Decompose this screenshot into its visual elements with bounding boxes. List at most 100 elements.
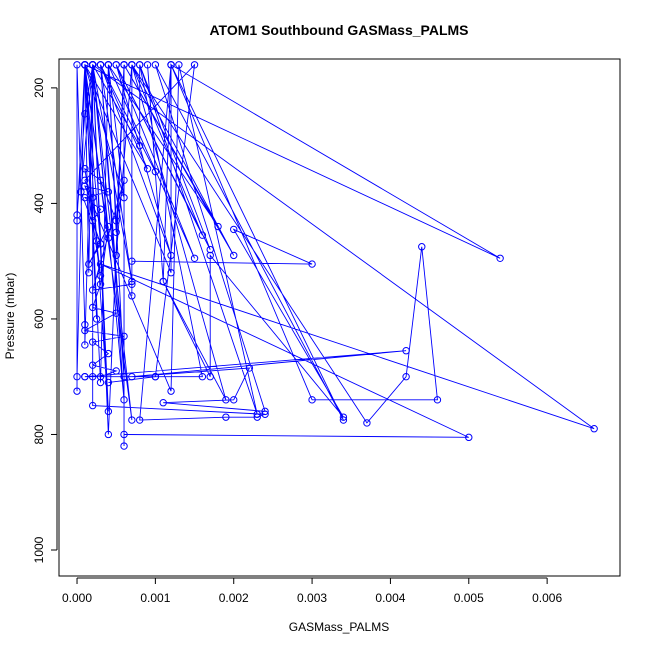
x-axis: 0.000 0.001 0.002 0.003 0.004 0.005 0.006 (62, 577, 562, 605)
data-point (253, 410, 261, 418)
data-point (96, 61, 105, 69)
data-point (81, 176, 89, 185)
data-point (96, 176, 105, 185)
data-point (128, 292, 136, 300)
data-point (128, 61, 136, 69)
data-point (402, 373, 410, 381)
data-point (128, 257, 136, 265)
data-point (88, 217, 97, 225)
data-point (88, 286, 97, 294)
data-point (308, 260, 316, 268)
data-point (230, 396, 238, 404)
data-point (81, 193, 89, 202)
data-point (198, 231, 207, 239)
data-point (261, 407, 269, 416)
data-point (104, 222, 113, 231)
data-point (88, 338, 97, 346)
data-point (167, 387, 175, 395)
data-point (339, 413, 348, 421)
data-point (175, 61, 183, 69)
data-point (120, 193, 128, 202)
data-point (73, 217, 81, 225)
data-point (339, 416, 348, 424)
data-point (222, 413, 230, 421)
data-point (120, 373, 128, 381)
x-tick-label: 0.003 (297, 591, 327, 605)
x-tick-label: 0.001 (140, 591, 170, 605)
data-point (136, 61, 144, 69)
data-point (96, 378, 105, 387)
data-point (120, 176, 128, 185)
data-point (190, 61, 199, 69)
y-axis: 200 400 600 800 1000 (32, 78, 58, 563)
data-point (418, 243, 426, 251)
data-point (206, 245, 214, 254)
data-point (363, 419, 371, 427)
data-point (112, 228, 120, 237)
data-point (104, 188, 113, 196)
series-line (76, 63, 595, 447)
data-point (222, 396, 230, 404)
data-point (96, 260, 105, 268)
data-point (112, 309, 120, 317)
data-point (88, 193, 97, 202)
chart-title: ATOM1 Southbound GASMass_PALMS (209, 22, 468, 38)
data-point (190, 254, 199, 262)
data-point (73, 387, 81, 395)
x-tick-label: 0.006 (532, 591, 562, 605)
y-tick-label: 800 (32, 424, 46, 444)
data-point (151, 373, 160, 381)
data-point (206, 373, 214, 381)
data-point (88, 303, 97, 312)
y-tick-label: 600 (32, 309, 46, 329)
data-point (198, 373, 207, 381)
data-point (167, 251, 175, 260)
y-axis-label: Pressure (mbar) (3, 273, 17, 360)
data-point (206, 251, 214, 260)
data-point (128, 416, 136, 424)
data-point (112, 251, 120, 260)
data-point (73, 373, 81, 381)
data-point (104, 430, 113, 439)
data-point (88, 61, 97, 69)
data-point (104, 61, 113, 69)
data-point (85, 269, 93, 277)
data-point (128, 280, 136, 288)
data-point (81, 326, 89, 335)
data-point (104, 407, 113, 416)
data-point (88, 401, 97, 410)
data-point (104, 349, 113, 358)
data-point (496, 254, 504, 262)
data-point (136, 416, 144, 424)
data-point (159, 399, 167, 407)
data-point (73, 61, 81, 69)
plot-frame (58, 58, 621, 577)
data-point (308, 396, 316, 404)
plot-area (73, 61, 598, 450)
data-point (81, 182, 89, 190)
data-point (104, 378, 113, 387)
data-point (151, 61, 160, 69)
data-point (77, 188, 85, 196)
data-point (112, 61, 120, 69)
data-point (120, 332, 128, 340)
data-point (230, 251, 238, 260)
data-point (253, 413, 261, 421)
data-point (73, 211, 81, 219)
data-point (261, 410, 269, 418)
y-tick-label: 400 (32, 193, 46, 213)
data-point (112, 217, 120, 225)
x-tick-label: 0.000 (62, 591, 92, 605)
data-point (112, 367, 120, 375)
x-tick-label: 0.005 (454, 591, 484, 605)
data-point (214, 222, 222, 231)
data-point (92, 315, 101, 323)
data-point (143, 165, 152, 173)
data-point (167, 269, 175, 277)
data-point (96, 205, 105, 213)
data-point (159, 277, 167, 286)
x-tick-label: 0.002 (219, 591, 249, 605)
data-point (136, 141, 144, 150)
data-point (81, 341, 89, 349)
data-point (88, 361, 97, 369)
